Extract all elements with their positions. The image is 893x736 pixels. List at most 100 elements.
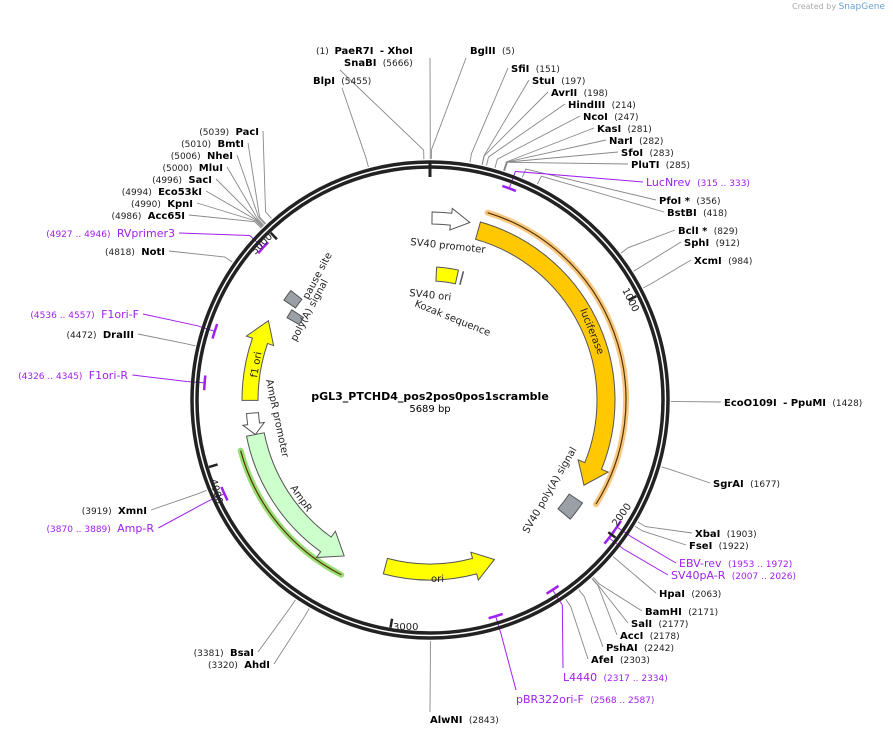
site-label: BstBI (418)	[667, 208, 727, 219]
enzyme-name: FseI	[689, 541, 712, 552]
site-label: AvrII (198)	[551, 88, 608, 99]
site-label: (4818) NotI	[105, 247, 165, 258]
site-label: XcmI (984)	[694, 256, 752, 267]
cut-position: (4990)	[131, 200, 161, 210]
site-leader-line	[503, 151, 619, 171]
site-label: SfoI (283)	[621, 148, 674, 159]
site-label: SalI (2177)	[631, 619, 688, 630]
enzyme-name: SfiI	[511, 64, 529, 75]
site-leader-line	[643, 259, 692, 289]
cut-position: (2568 .. 2587)	[590, 696, 654, 706]
site-label: SnaBI (5666)	[344, 58, 413, 69]
primer-name: L4440	[563, 671, 597, 684]
site-label: PshAI (2242)	[606, 643, 674, 654]
site-leader-line	[188, 214, 262, 229]
snapgene-brand: SnapGene	[838, 2, 885, 12]
cut-position: (3870 .. 3889)	[47, 525, 111, 535]
site-label: BlpI (5455)	[313, 76, 371, 87]
cut-position: (2171)	[688, 608, 718, 618]
enzyme-name: Eco53kI	[158, 187, 202, 198]
primer-label: pBR322ori-F (2568 .. 2587)	[516, 693, 654, 706]
site-leader-line	[503, 139, 607, 171]
site-label: NcoI (247)	[583, 112, 638, 123]
site-label: HindIII (214)	[568, 100, 636, 111]
enzyme-name: AvrII	[551, 88, 577, 99]
feature-label: Kozak sequence	[413, 299, 492, 339]
luciferase-orf-line	[487, 212, 627, 505]
cut-position: (247)	[614, 113, 638, 123]
primer-binding-mark	[603, 531, 615, 545]
site-label: (1) PaeR7I - XhoI	[316, 46, 419, 57]
cut-position: (1922)	[719, 542, 749, 552]
primer-binding-mark	[220, 486, 229, 501]
primer-name: F1ori-R	[89, 369, 129, 382]
site-leader-line	[196, 202, 263, 228]
sv40-ori-feature	[435, 266, 460, 285]
cut-position: (5006)	[171, 152, 201, 162]
luciferase-feature	[474, 221, 616, 486]
site-label: NarI (282)	[609, 136, 663, 147]
site-label: StuI (197)	[532, 76, 585, 87]
primer-label: L4440 (2317 .. 2334)	[563, 671, 668, 684]
site-label: KasI (281)	[597, 124, 652, 135]
ori-feature	[382, 551, 496, 582]
cut-position: (3381)	[194, 649, 224, 659]
cut-position: (5000)	[162, 164, 192, 174]
pause-site-feature	[283, 289, 303, 309]
cut-position: (5)	[502, 47, 515, 57]
feature-label: SV40 ori	[409, 288, 452, 303]
tick-mark	[607, 531, 617, 539]
ampr-orf-line	[240, 450, 342, 576]
feature-label: f1 ori	[249, 351, 264, 379]
site-leader-line	[633, 241, 682, 272]
site-leader-line	[620, 229, 676, 254]
cut-position: (282)	[639, 137, 663, 147]
site-leader-line	[430, 57, 467, 160]
enzyme-name: EcoO109I	[724, 398, 777, 409]
site-leader-line	[236, 154, 266, 225]
enzyme-name: HindIII	[568, 100, 605, 111]
site-leader-line	[273, 608, 310, 665]
backbone-outer	[190, 160, 670, 640]
cut-position: (984)	[728, 257, 752, 267]
enzyme-name: PfoI *	[659, 196, 691, 207]
site-label: AccI (2178)	[620, 631, 680, 642]
site-leader-line	[592, 577, 643, 612]
kozak-sequence-feature	[459, 271, 465, 286]
cut-position: (4472)	[67, 331, 97, 341]
cut-position: (5666)	[383, 59, 413, 69]
primer-name: EBV-rev	[679, 557, 722, 570]
cut-position: (214)	[612, 101, 636, 111]
site-label: (4990) KpnI	[131, 199, 193, 210]
cut-position: (2063)	[691, 590, 721, 600]
site-leader-line	[565, 598, 589, 660]
enzyme-name: AhdI	[244, 660, 270, 671]
site-leader-line	[612, 556, 657, 594]
cut-position: (1953 .. 1972)	[728, 560, 792, 570]
cut-position: (912)	[716, 239, 740, 249]
cut-position: (281)	[628, 125, 652, 135]
enzyme-name: NarI	[609, 136, 633, 147]
site-leader-line	[481, 91, 549, 165]
cut-position: (4994)	[122, 188, 152, 198]
site-label: (4986) Acc65I	[111, 211, 185, 222]
enzyme-name: NheI	[207, 151, 233, 162]
site-leader-line	[262, 130, 272, 219]
site-leader-line	[469, 67, 509, 163]
primer-binding-mark	[202, 375, 207, 391]
enzyme-name: PacI	[236, 127, 259, 138]
site-label: XbaI (1903)	[695, 529, 757, 540]
primer-binding-mark	[211, 323, 219, 339]
credit-prefix: Created by	[792, 2, 837, 11]
site-leader-line	[536, 175, 665, 213]
site-label: (4996) SacI	[152, 175, 212, 186]
enzyme-name: BclI *	[678, 226, 708, 237]
site-label: SgrAI (1677)	[713, 479, 780, 490]
enzyme-name: MluI	[199, 163, 223, 174]
leader-lines-layer	[132, 57, 722, 713]
feature-label: SV40 promoter	[410, 237, 487, 256]
enzyme-name: AccI	[620, 631, 643, 642]
enzyme-name: BstBI	[667, 208, 697, 219]
ampr-promoter-feature	[241, 412, 266, 436]
site-label: AlwNI (2843)	[430, 715, 499, 726]
